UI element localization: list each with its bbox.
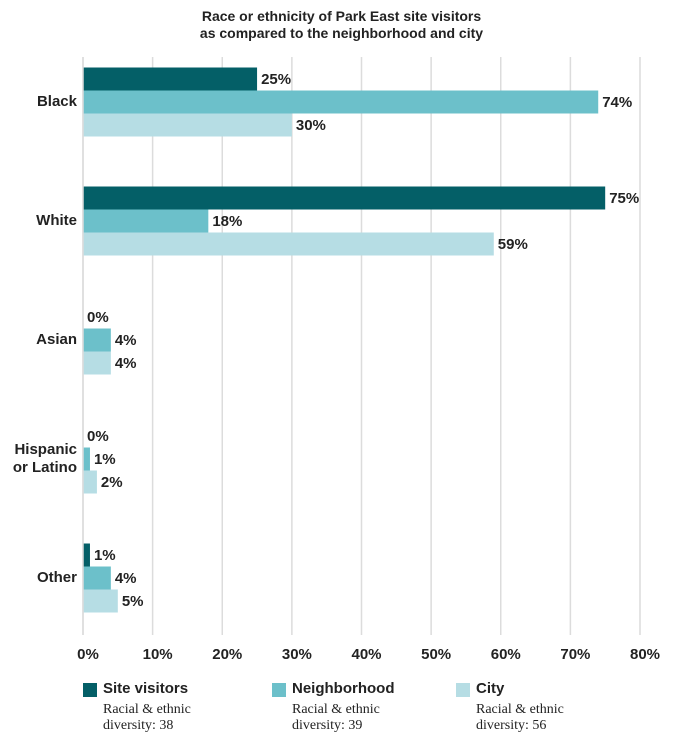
bar bbox=[83, 186, 606, 210]
bar bbox=[83, 543, 90, 567]
category-label: Asian bbox=[36, 331, 77, 348]
legend-swatch bbox=[83, 683, 97, 697]
bar bbox=[83, 589, 118, 613]
legend-swatch bbox=[456, 683, 470, 697]
value-label: 0% bbox=[87, 428, 109, 445]
value-label: 75% bbox=[609, 190, 639, 207]
legend-note: Racial & ethnic diversity: 38 bbox=[103, 702, 191, 733]
bar bbox=[83, 90, 599, 114]
value-label: 59% bbox=[498, 236, 528, 253]
legend-note: Racial & ethnic diversity: 56 bbox=[476, 702, 564, 733]
value-label: 2% bbox=[101, 474, 123, 491]
value-label: 1% bbox=[94, 547, 116, 564]
value-label: 18% bbox=[212, 213, 242, 230]
legend-note: Racial & ethnic diversity: 39 bbox=[292, 702, 380, 733]
value-label: 25% bbox=[261, 71, 291, 88]
bar bbox=[83, 209, 209, 233]
chart-title: Race or ethnicity of Park East site visi… bbox=[199, 8, 484, 41]
x-tick-label: 0% bbox=[77, 646, 99, 663]
category-label: Other bbox=[36, 569, 77, 586]
value-label: 5% bbox=[122, 593, 144, 610]
legend-label: City bbox=[476, 680, 505, 697]
bar bbox=[83, 328, 111, 352]
value-label: 1% bbox=[94, 451, 116, 468]
value-label: 74% bbox=[602, 94, 632, 111]
value-label: 30% bbox=[296, 117, 326, 134]
value-label: 4% bbox=[115, 570, 137, 587]
legend-label: Site visitors bbox=[103, 680, 189, 697]
category-label: Hispanic or Latino bbox=[12, 441, 77, 476]
x-tick-label: 80% bbox=[630, 646, 660, 663]
x-tick-label: 50% bbox=[421, 646, 451, 663]
value-label: 4% bbox=[115, 332, 137, 349]
value-label: 0% bbox=[87, 309, 109, 326]
x-tick-label: 20% bbox=[212, 646, 242, 663]
x-tick-label: 30% bbox=[282, 646, 312, 663]
x-tick-label: 40% bbox=[351, 646, 381, 663]
bar bbox=[83, 67, 258, 91]
chart: 0% 10% 20% 30% 40% 50% 60% 70% 80% 25% 74% 30% 75% 18… bbox=[77, 57, 660, 663]
bar bbox=[83, 447, 90, 471]
value-label: 4% bbox=[115, 355, 137, 372]
x-tick-label: 10% bbox=[143, 646, 173, 663]
x-tick-label: 60% bbox=[491, 646, 521, 663]
bar bbox=[83, 566, 111, 590]
legend-label: Neighborhood bbox=[292, 680, 395, 697]
bar bbox=[83, 470, 97, 494]
bar bbox=[83, 232, 494, 256]
legend-swatch bbox=[272, 683, 286, 697]
category-label: White bbox=[36, 212, 77, 229]
bar bbox=[83, 113, 292, 137]
category-label: Black bbox=[36, 93, 77, 110]
x-tick-label: 70% bbox=[560, 646, 590, 663]
bar bbox=[83, 351, 111, 375]
